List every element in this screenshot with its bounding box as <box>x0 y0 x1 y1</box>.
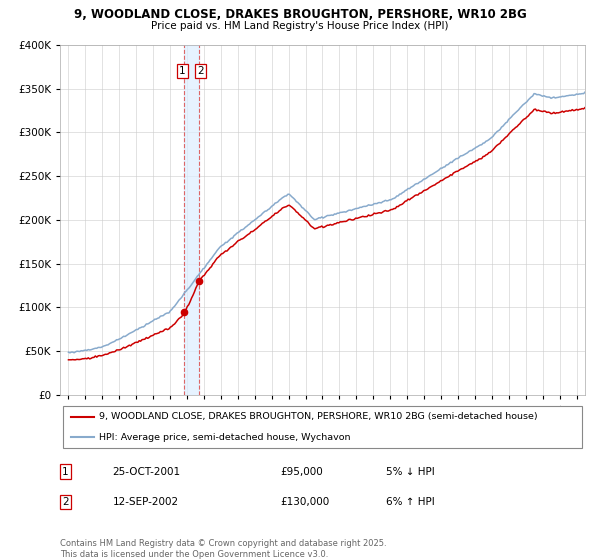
Text: 5% ↓ HPI: 5% ↓ HPI <box>386 466 434 477</box>
Text: £95,000: £95,000 <box>281 466 323 477</box>
Text: 1: 1 <box>179 66 186 76</box>
FancyBboxPatch shape <box>62 405 583 449</box>
Text: 12-SEP-2002: 12-SEP-2002 <box>113 497 179 507</box>
Text: 6% ↑ HPI: 6% ↑ HPI <box>386 497 434 507</box>
Text: 2: 2 <box>62 497 68 507</box>
Text: 1: 1 <box>62 466 68 477</box>
Text: 9, WOODLAND CLOSE, DRAKES BROUGHTON, PERSHORE, WR10 2BG: 9, WOODLAND CLOSE, DRAKES BROUGHTON, PER… <box>74 8 526 21</box>
Text: 25-OCT-2001: 25-OCT-2001 <box>113 466 181 477</box>
Text: Contains HM Land Registry data © Crown copyright and database right 2025.
This d: Contains HM Land Registry data © Crown c… <box>60 539 386 559</box>
Bar <box>184 45 199 395</box>
Text: 2: 2 <box>197 66 204 76</box>
Text: HPI: Average price, semi-detached house, Wychavon: HPI: Average price, semi-detached house,… <box>100 433 351 442</box>
Text: £130,000: £130,000 <box>281 497 330 507</box>
Text: Price paid vs. HM Land Registry's House Price Index (HPI): Price paid vs. HM Land Registry's House … <box>151 21 449 31</box>
Text: 9, WOODLAND CLOSE, DRAKES BROUGHTON, PERSHORE, WR10 2BG (semi-detached house): 9, WOODLAND CLOSE, DRAKES BROUGHTON, PER… <box>100 412 538 421</box>
